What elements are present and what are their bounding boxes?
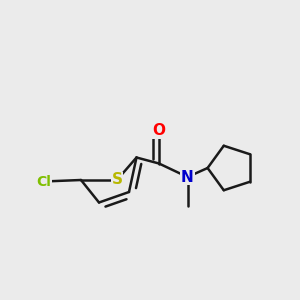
Text: O: O — [152, 123, 166, 138]
Text: S: S — [112, 172, 122, 188]
Text: Cl: Cl — [36, 175, 51, 188]
Text: N: N — [181, 169, 194, 184]
